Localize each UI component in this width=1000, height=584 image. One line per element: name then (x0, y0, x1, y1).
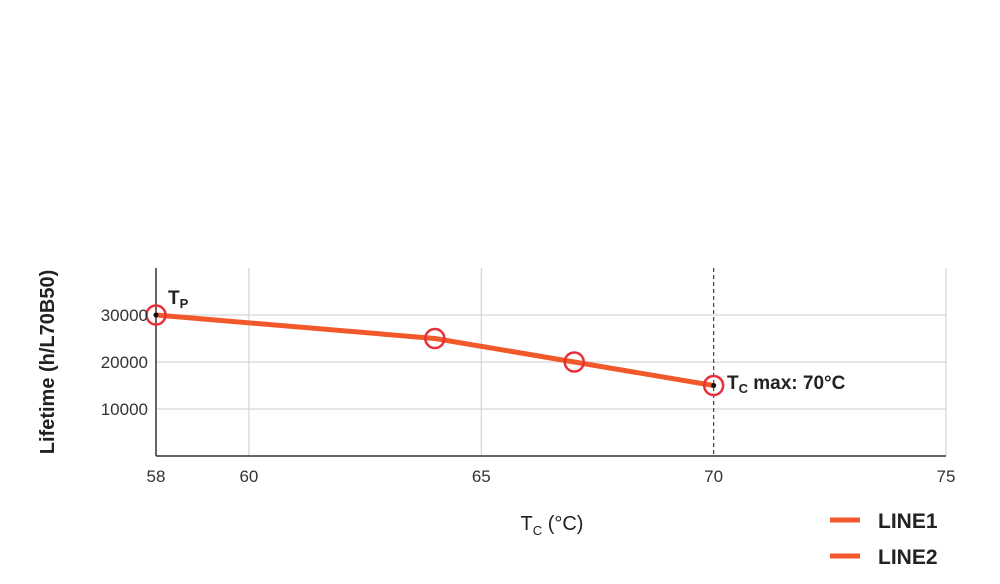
tc-max-dot (711, 383, 717, 388)
data-point-ring-3 (702, 374, 725, 397)
tp-annotation: TP (168, 288, 189, 311)
x-tick-label-70: 70 (704, 467, 723, 486)
x-axis-label: TC (°C) (521, 513, 584, 538)
ticks-layer: 58 60 65 70 75 10000 20000 30000 (101, 306, 956, 486)
y-tick-label-10000: 10000 (101, 400, 148, 419)
series-layer (145, 304, 725, 397)
x-tick-label-65: 65 (472, 467, 491, 486)
x-tick-label-75: 75 (937, 467, 956, 486)
legend-item-line2: LINE2 (830, 546, 938, 569)
tc-max-annotation-sub: C (739, 381, 749, 396)
tc-max-annotation-rest: max: 70°C (748, 373, 846, 394)
tp-annotation-main: T (168, 288, 180, 309)
legend-label-line2: LINE2 (878, 546, 938, 569)
axis-layer (155, 268, 946, 457)
y-tick-label-20000: 20000 (101, 353, 148, 372)
series-line-0 (153, 312, 717, 388)
legend-label-line1: LINE1 (878, 510, 938, 533)
data-point-ring-0 (145, 304, 167, 326)
tp-annotation-sub: P (180, 296, 189, 311)
legend-item-line1: LINE1 (830, 510, 938, 533)
y-axis-label: Lifetime (h/L70B50) (37, 270, 59, 454)
x-axis-label-main: T (521, 513, 533, 535)
legend: LINE1 LINE2 (830, 510, 938, 569)
x-tick-label-58: 58 (147, 467, 166, 486)
x-tick-label-60: 60 (239, 467, 258, 486)
grid-layer (156, 268, 947, 456)
data-point-ring-1 (424, 327, 446, 350)
y-tick-label-30000: 30000 (101, 306, 148, 325)
x-axis-label-sub: C (533, 523, 542, 538)
tp-dot (153, 312, 159, 318)
x-axis-label-rest: (°C) (542, 513, 583, 535)
data-point-ring-2 (563, 351, 585, 373)
tc-max-annotation: TC max: 70°C (727, 373, 846, 396)
tc-max-annotation-main: T (727, 373, 739, 394)
